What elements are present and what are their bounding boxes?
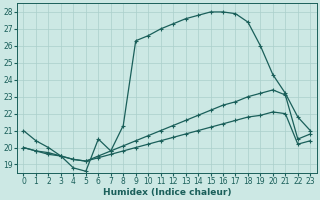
X-axis label: Humidex (Indice chaleur): Humidex (Indice chaleur) — [103, 188, 231, 197]
